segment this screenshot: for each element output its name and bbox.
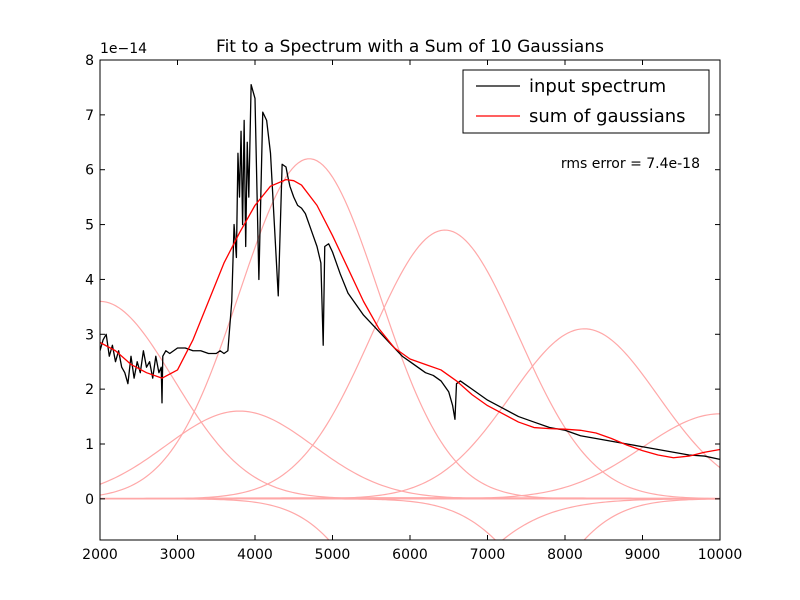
y-tick-label: 0 [85, 492, 94, 508]
x-tick-label: 4000 [237, 547, 273, 563]
x-tick-label: 3000 [160, 547, 196, 563]
y-tick-label: 7 [85, 108, 94, 124]
x-tick-label: 9000 [625, 547, 661, 563]
y-scale-label: 1e−14 [100, 41, 147, 57]
series-lines [100, 84, 720, 460]
legend-box [462, 69, 710, 134]
y-tick-label: 1 [85, 437, 94, 453]
gaussian-component-10 [100, 497, 720, 500]
y-tick-label: 2 [85, 382, 94, 398]
y-tick-label: 8 [85, 53, 94, 69]
gaussian-component-9 [100, 498, 497, 540]
series-input-spectrum [100, 84, 720, 460]
gaussian-components [100, 158, 720, 540]
legend-label-spectrum: input spectrum [529, 76, 666, 97]
x-tick-label: 6000 [392, 547, 428, 563]
rms-error-annotation: rms error = 7.4e-18 [561, 156, 700, 172]
axis-ticks: 2000 3000 4000 5000 6000 7000 8000 9000 10000 0 1 2… [82, 53, 742, 563]
x-tick-label: 5000 [315, 547, 351, 563]
y-tick-label: 6 [85, 163, 94, 179]
chart-title: Fit to a Spectrum with a Sum of 10 Gauss… [216, 37, 604, 57]
x-tick-label: 2000 [82, 547, 118, 563]
legend: input spectrum sum of gaussians [462, 69, 710, 134]
x-tick-label: 8000 [547, 547, 583, 563]
series-sum-of-gaussians [100, 178, 720, 459]
gaussian-component-3 [100, 158, 720, 500]
gaussian-component-7 [100, 498, 720, 540]
legend-label-sum: sum of gaussians [529, 106, 686, 127]
y-tick-label: 5 [85, 218, 94, 234]
x-tick-label: 7000 [470, 547, 506, 563]
x-tick-label: 10000 [698, 547, 743, 563]
y-tick-label: 3 [85, 327, 94, 343]
y-tick-label: 4 [85, 272, 94, 288]
